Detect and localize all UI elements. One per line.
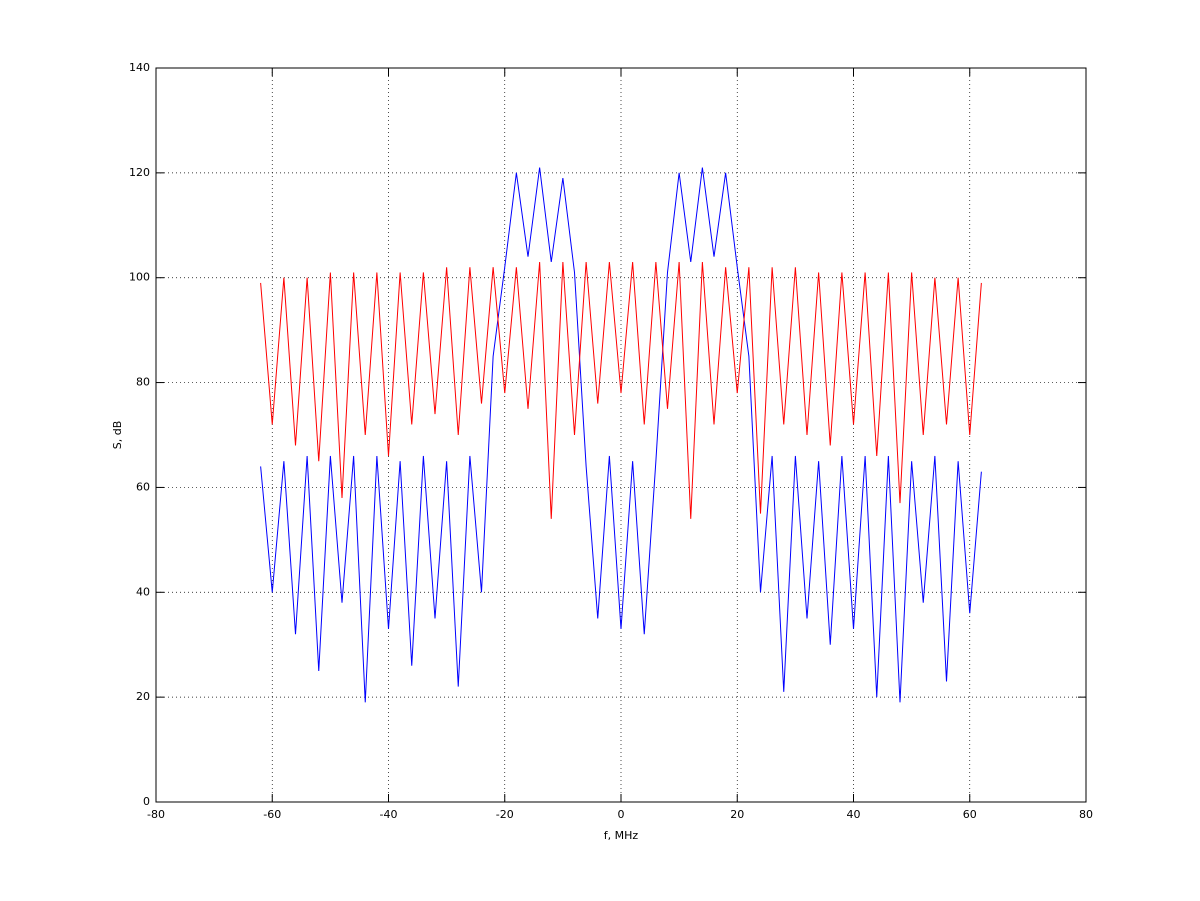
y-tick-label: 40	[136, 585, 150, 598]
x-tick-label: -60	[263, 808, 281, 821]
x-tick-label: 20	[730, 808, 744, 821]
y-tick-label: 0	[143, 795, 150, 808]
x-tick-label: -80	[147, 808, 165, 821]
y-tick-label: 120	[129, 166, 150, 179]
x-axis-label: f, MHz	[604, 829, 639, 842]
x-tick-label: -20	[496, 808, 514, 821]
y-axis-label: S, dB	[111, 421, 124, 450]
data-line	[260, 261, 982, 519]
y-tick-label: 100	[129, 271, 150, 284]
x-tick-label: 60	[963, 808, 977, 821]
y-tick-label: 80	[136, 376, 150, 389]
y-tick-label: 20	[136, 690, 150, 703]
x-tick-label: 80	[1079, 808, 1093, 821]
x-tick-label: 0	[618, 808, 625, 821]
y-tick-label: 60	[136, 480, 150, 493]
y-tick-label: 140	[129, 61, 150, 74]
x-tick-label: -40	[380, 808, 398, 821]
plot-frame	[155, 67, 1087, 803]
data-line	[260, 167, 982, 703]
x-tick-label: 40	[847, 808, 861, 821]
